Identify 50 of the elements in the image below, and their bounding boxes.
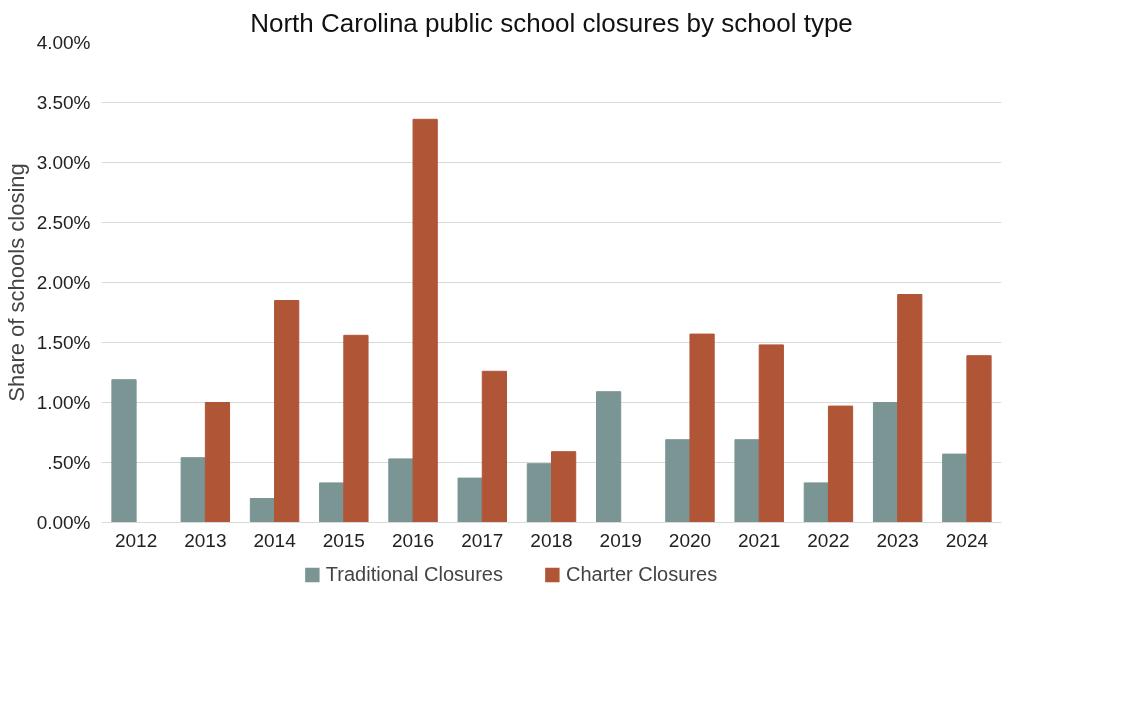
x-tick-label: 2024 [945,529,989,551]
bar [551,451,577,523]
bar [457,477,483,523]
y-tick-label: .50% [47,452,91,473]
x-tick-label: 2014 [253,529,297,551]
y-tick-label: 2.00% [36,272,91,293]
bar [274,300,300,523]
x-tick-label: 2017 [461,529,504,551]
y-tick-label: 3.50% [36,92,91,113]
y-tick-label: 2.50% [36,212,91,233]
y-tick-label: 1.50% [36,332,91,353]
bar [966,355,992,523]
bar [734,439,760,523]
bar [689,333,715,523]
x-tick-label: 2013 [184,529,227,551]
bar [526,463,552,523]
x-tick-label: 2012 [114,529,158,551]
bar [111,379,137,523]
bar [412,118,438,523]
bar [897,294,923,523]
bar [319,482,345,523]
bar [204,402,231,523]
x-tick-label: 2022 [807,529,850,551]
x-tick-label: 2018 [530,529,573,551]
y-tick-label: 0.00% [36,512,91,533]
bar [827,405,854,523]
bar [872,402,899,523]
bar [758,344,784,523]
bar [942,453,968,523]
y-axis-title: Share of schools closing [3,163,29,402]
bar [481,370,507,523]
chart-title: North Carolina public school closures by school type [250,7,853,38]
legend-label: Traditional Closures [325,562,503,586]
bar [249,498,276,523]
x-tick-label: 2015 [322,529,365,551]
bar [180,457,206,523]
x-tick-label: 2021 [738,529,781,551]
bar [665,439,691,523]
x-tick-label: 2023 [876,529,919,551]
x-tick-label: 2016 [391,529,435,551]
bar [343,334,369,523]
x-tick-label: 2020 [668,529,712,551]
y-tick-label: 1.00% [36,392,91,413]
bar [803,482,829,523]
bar [388,458,414,523]
bar [596,391,622,523]
x-tick-label: 2019 [599,529,642,551]
legend-label: Charter Closures [565,562,718,586]
y-tick-label: 4.00% [36,32,91,53]
y-tick-label: 3.00% [36,152,91,173]
